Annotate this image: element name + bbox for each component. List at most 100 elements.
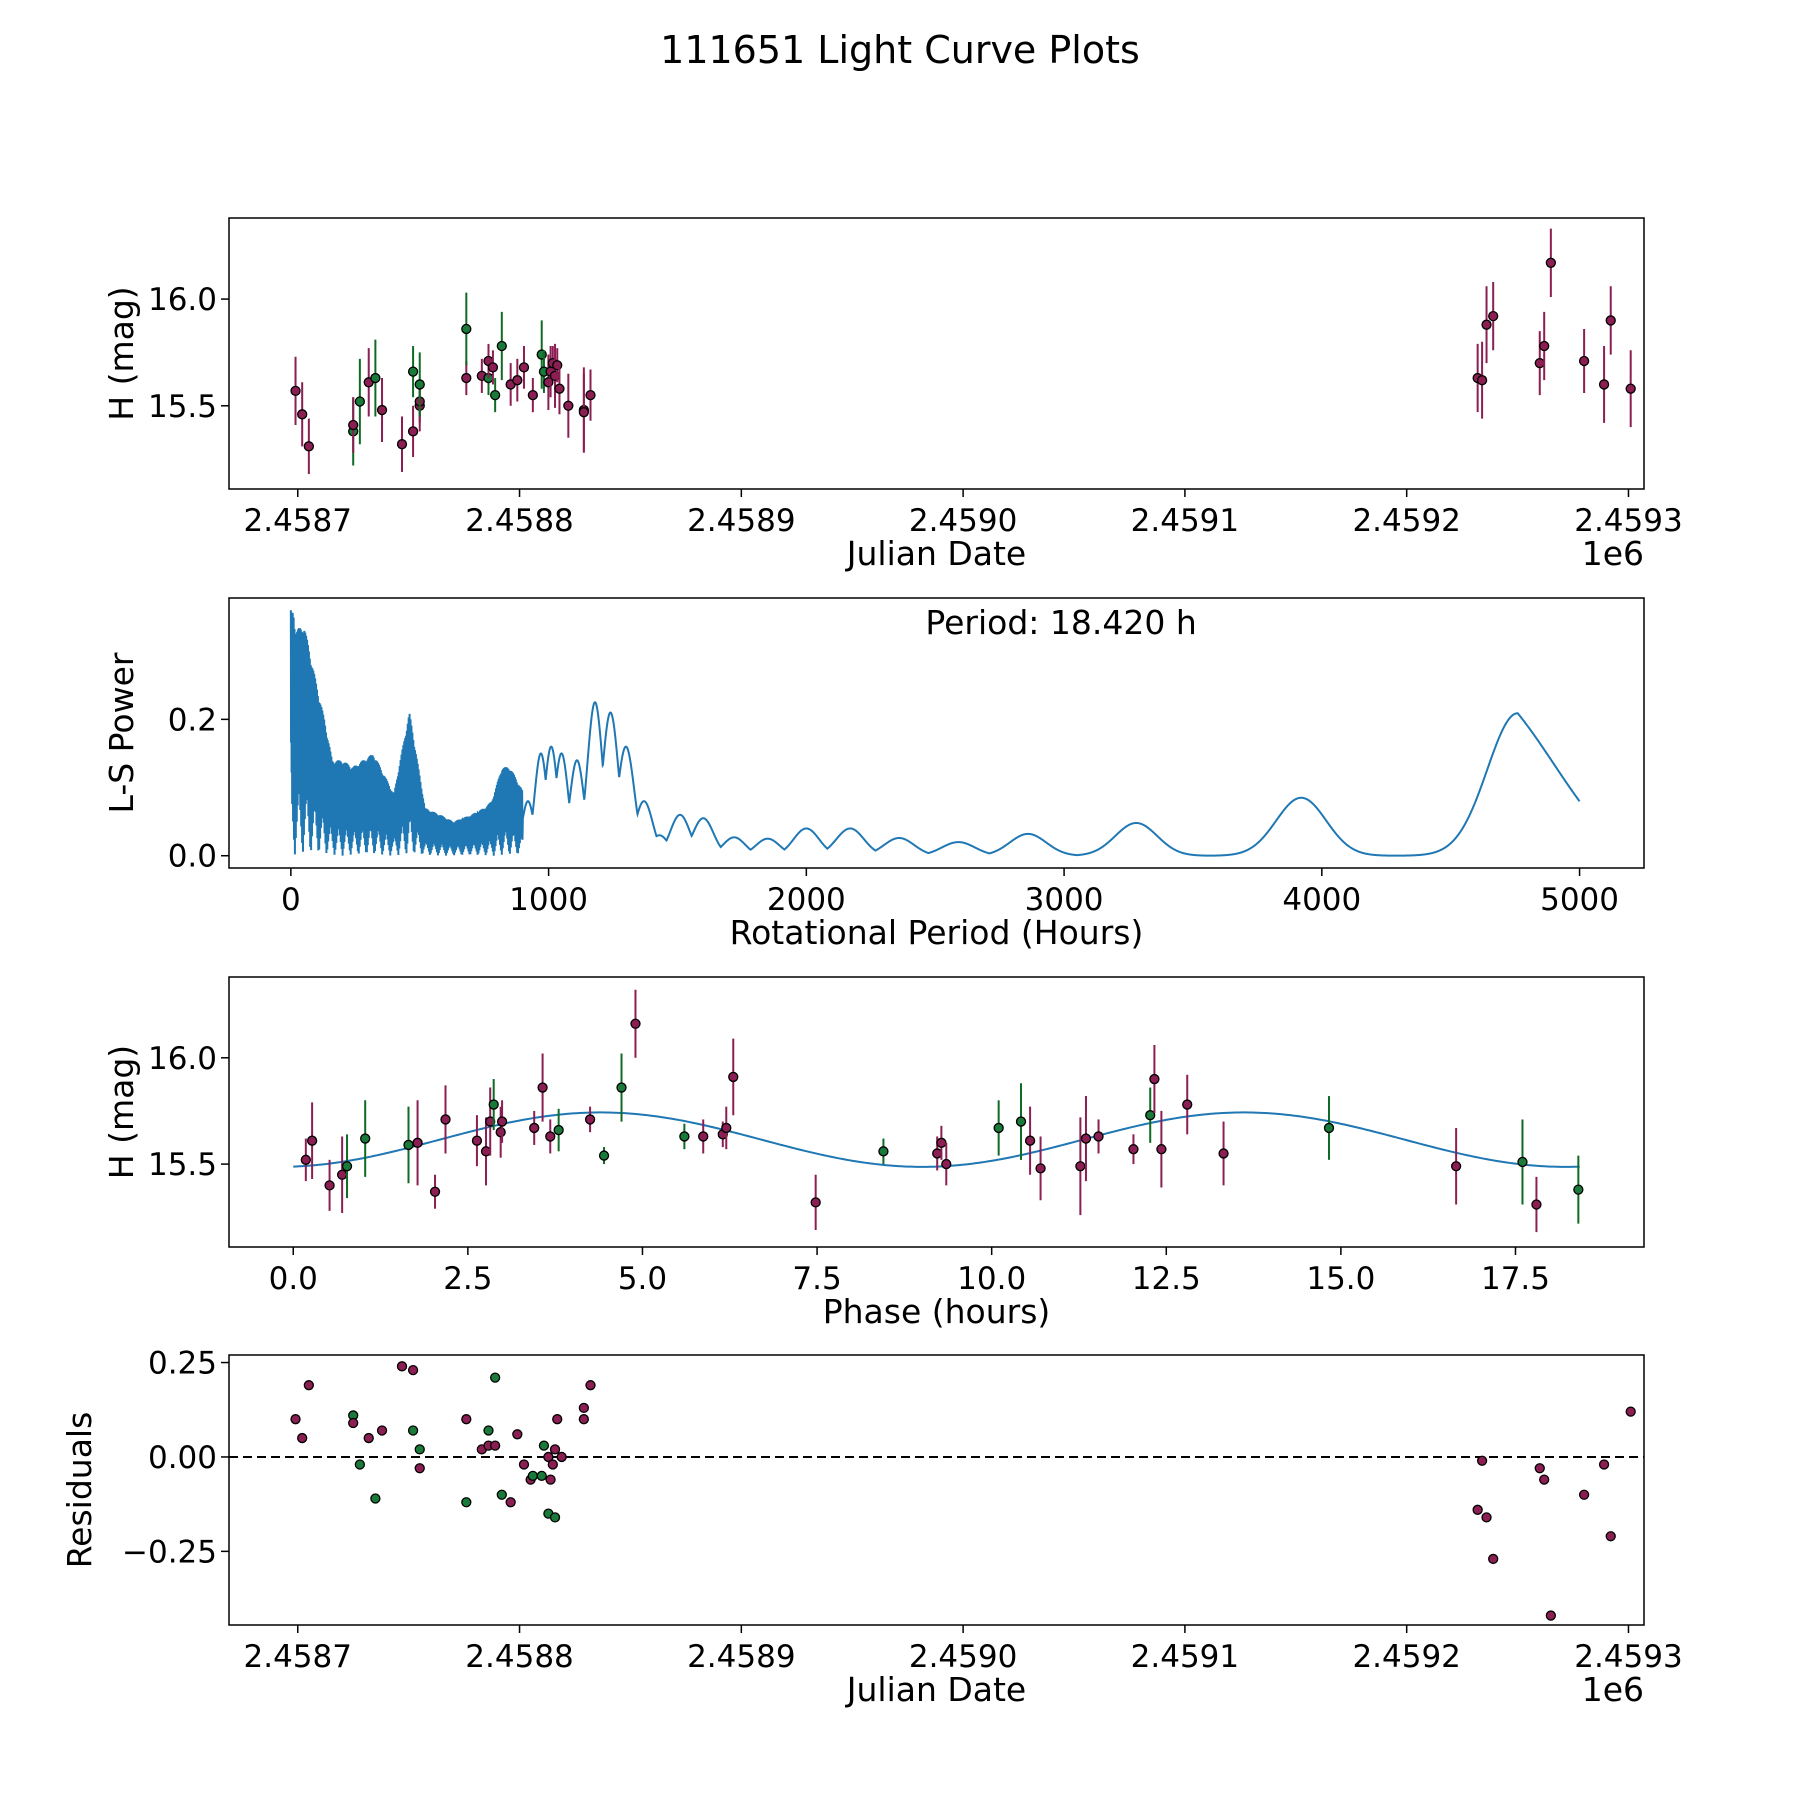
data-point [1578,355,1590,367]
data-point [341,1161,353,1172]
residuals-plot-area [229,1361,1644,1621]
y-tick-label: 16.0 [148,1041,217,1077]
x-axis-label: Phase (hours) [823,1292,1051,1331]
data-point [529,1122,540,1134]
data-point [303,1380,314,1391]
data-point [545,1131,556,1142]
data-point [1476,375,1488,386]
data-point [537,1082,548,1093]
x-tick-label: 2000 [767,882,846,918]
data-point [554,383,565,394]
data-point [354,396,366,407]
y-axis-label: L-S Power [102,652,141,813]
data-point [1450,1161,1462,1172]
data-point [1182,1099,1193,1110]
data-point [1605,315,1616,326]
data-point [414,1444,425,1455]
data-point [1517,1156,1528,1168]
x-tick-label: 3000 [1025,882,1104,918]
data-point [538,1440,550,1451]
x-tick-label: 10.0 [957,1261,1026,1297]
x-tick-label: 2.4591 [1131,1639,1239,1675]
residuals-frame [228,1354,1645,1626]
data-point [552,1414,563,1425]
x-tick-label: 2.4593 [1574,1639,1682,1675]
data-point [941,1158,952,1170]
data-point [1145,1110,1156,1121]
residuals-panel: 2.4587 2.4588 2.4589 2.4590 2.4591 2.4592 2.45… [60,1346,1683,1709]
data-point [290,385,301,396]
data-point [1598,379,1610,390]
x-tick-label: 2.4593 [1574,503,1682,539]
data-point [505,1497,516,1508]
data-point [348,419,359,431]
x-tick-label: 2.4591 [1131,503,1239,539]
data-point [1625,1406,1636,1417]
x-offset-label: 1e6 [1582,1670,1644,1709]
data-point [518,1459,530,1470]
phased-frame [228,976,1645,1248]
data-point [556,1451,567,1463]
figure-title: 111651 Light Curve Plots [660,28,1140,72]
period-annotation: Period: 18.420 h [925,603,1196,642]
data-point [1476,1455,1488,1466]
data-point [370,1493,381,1504]
data-point [1481,1512,1492,1523]
data-point [1578,1489,1590,1500]
y-tick-label: 16.0 [148,282,217,318]
data-point [485,1116,496,1127]
x-tick-label: 2.4590 [909,503,1017,539]
phased-panel: 0.0 2.5 5.0 7.5 10.0 12.5 15.0 17.5 15.5 16.0 Phas… [102,976,1645,1331]
data-point [1075,1161,1086,1172]
data-point [412,1137,423,1148]
data-point [553,1124,564,1136]
data-point [1625,383,1636,394]
data-point [1093,1131,1104,1142]
data-point [407,426,419,437]
data-point [471,1135,483,1146]
data-point [1128,1144,1139,1155]
data-point [487,362,499,373]
data-point [376,1425,388,1436]
data-point [376,404,388,416]
y-tick-label: 15.5 [148,389,217,425]
data-point [303,441,314,452]
data-point [585,389,596,401]
data-point [488,1099,499,1110]
data-point [300,1154,311,1165]
data-point [496,1489,507,1500]
x-tick-label: 2.5 [443,1261,492,1297]
data-point [407,366,419,377]
data-point [348,1417,359,1429]
x-tick-label: 7.5 [792,1261,841,1297]
data-point [461,372,472,384]
data-point [483,1425,494,1436]
lightcurve-panel: 2.4587 2.4588 2.4589 2.4590 2.4591 2.4592 2.45… [102,217,1683,573]
data-point [878,1146,889,1157]
x-tick-label: 0 [281,882,301,918]
data-point [461,1497,472,1508]
data-point [545,1474,556,1485]
y-tick-label: −0.25 [122,1534,217,1570]
periodogram-plot-area [289,610,1581,857]
data-point [1534,1463,1545,1474]
data-point [461,323,472,335]
x-tick-label: 2.4592 [1352,1639,1460,1675]
data-point [698,1131,709,1142]
data-point [1481,319,1492,330]
data-point [1539,340,1550,352]
data-point [630,1018,641,1029]
x-axis-label: Julian Date [845,1670,1027,1709]
data-point [1080,1133,1092,1144]
x-tick-label: 2.4588 [465,503,573,539]
x-tick-label: 2.4590 [909,1639,1017,1675]
x-offset-label: 1e6 [1582,534,1644,573]
data-point [993,1122,1004,1134]
x-tick-label: 2.4587 [244,1639,352,1675]
data-point [324,1180,335,1191]
data-point [578,407,590,418]
data-point [496,340,507,352]
data-point [360,1133,371,1144]
data-point [354,1459,366,1470]
data-point [547,1459,558,1470]
